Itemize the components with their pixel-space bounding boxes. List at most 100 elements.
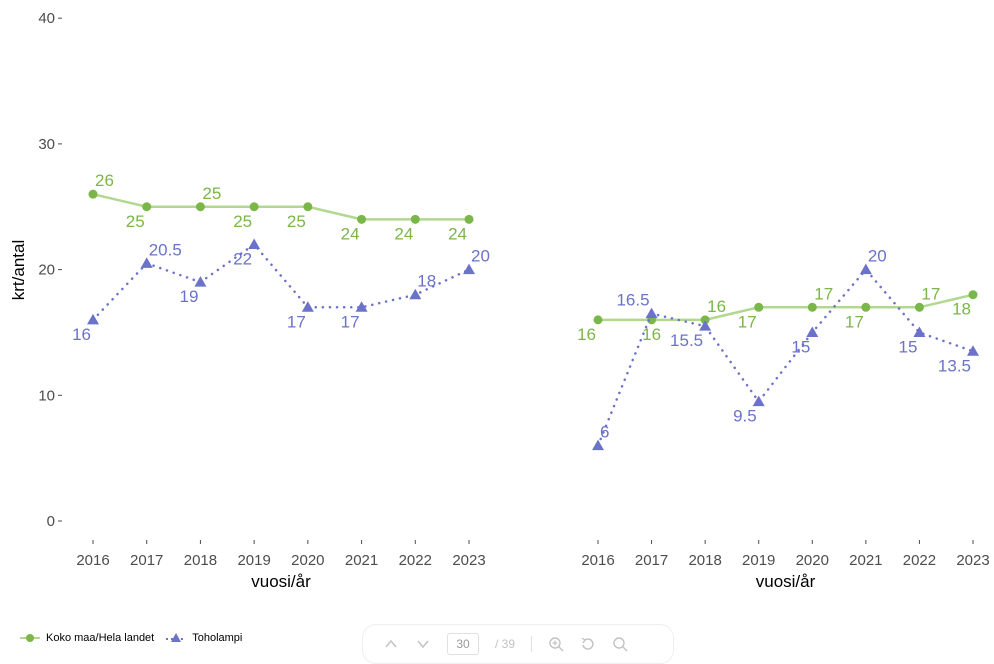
series-line-0 [596,293,975,322]
data-label: 15 [899,337,918,356]
chevron-down-icon[interactable] [415,636,431,652]
data-label: 6 [600,423,609,442]
x-tick-label: 2022 [399,552,432,569]
data-label: 17 [738,312,757,331]
data-label: 17 [341,312,360,331]
x-tick-label: 2016 [76,552,109,569]
data-point [301,301,314,312]
chevron-up-icon[interactable] [383,636,399,652]
data-label: 20.5 [149,240,182,259]
series-line-1 [91,242,471,322]
chart-panel-1: 2016 2017 2018 2019 2020 2021 2022 2023vuosi/år… [72,171,490,591]
rotate-icon[interactable] [580,636,596,652]
y-tick-label: 40 [38,10,55,27]
data-label: 17 [845,312,864,331]
data-label: 15 [791,337,810,356]
data-point [913,326,926,337]
x-tick-label: 2022 [903,552,936,569]
x-tick-label: 2021 [345,552,378,569]
data-point [968,290,978,300]
data-point [914,302,924,312]
data-point [592,439,604,451]
data-label: 20 [868,247,887,266]
data-point [967,345,979,356]
data-label: 24 [448,224,467,243]
data-point [463,263,475,275]
data-point [357,214,367,224]
data-label: 17 [814,284,833,303]
data-point [248,238,261,249]
data-label: 18 [952,300,971,319]
legend-label-koko-maa: Koko maa/Hela landet [46,632,155,644]
pager-toolbar: / 39 [362,624,674,664]
data-point [355,301,368,312]
data-label: 16.5 [616,291,649,310]
data-label: 18 [417,272,436,291]
data-label: 16 [707,297,726,316]
data-label: 25 [233,212,252,231]
x-tick-label: 2021 [849,552,882,569]
data-point [464,214,474,224]
search-icon[interactable] [612,636,628,652]
data-point [859,263,872,275]
data-point [194,276,207,287]
data-point [645,307,658,319]
data-label: 25 [287,212,306,231]
total-pages: / 39 [495,637,516,651]
data-point [140,257,153,268]
data-point [303,202,313,212]
data-label: 24 [394,224,413,243]
data-label: 25 [126,212,145,231]
data-point [409,288,422,300]
y-tick-label: 10 [38,387,55,404]
y-axis-title: krt/antal [9,240,28,300]
data-label: 17 [921,284,940,303]
data-point [88,189,98,199]
data-label: 13.5 [938,356,971,375]
data-label: 16 [72,325,91,344]
data-point [410,214,420,224]
data-point [87,313,99,325]
x-tick-label: 2020 [796,552,829,569]
data-point [699,320,712,331]
data-label: 20 [471,247,490,266]
data-label: 17 [287,312,306,331]
x-tick-label: 2023 [452,552,485,569]
blue-triangle-line-icon [166,633,187,642]
data-label: 22 [233,249,252,268]
pager-divider [531,636,533,652]
x-tick-label: 2020 [291,552,324,569]
data-label: 26 [95,171,114,190]
data-point [142,202,152,212]
data-point [593,315,603,325]
page-number-input[interactable] [447,633,479,655]
legend-item-koko-maa: Koko maa/Hela landet [18,632,154,644]
x-tick-label: 2017 [130,552,163,569]
data-label: 19 [180,287,199,306]
data-point [195,202,205,212]
data-point [807,302,817,312]
data-label: 24 [341,224,360,243]
data-point [752,395,765,407]
x-tick-label: 2018 [688,552,721,569]
legend-item-toholampi: Toholampi [164,632,242,644]
green-circle-line-icon [20,634,40,642]
data-label: 9.5 [733,407,757,426]
y-tick-label: 0 [47,513,55,530]
series-line-1 [596,267,975,447]
x-tick-label: 2019 [742,552,775,569]
x-tick-label: 2023 [956,552,989,569]
data-point [700,315,710,325]
data-point [806,326,819,337]
data-label: 16 [577,325,596,344]
data-label: 16 [642,325,661,344]
x-axis-title: vuosi/år [756,572,816,591]
x-tick-label: 2017 [635,552,668,569]
x-tick-label: 2019 [237,552,270,569]
y-tick-label: 20 [38,262,55,279]
data-label: 15.5 [670,331,703,350]
chart-panel-2: 2016 2017 2018 2019 2020 2021 2022 2023vuosi/år… [577,247,990,591]
zoom-in-icon[interactable] [548,636,564,652]
data-point [861,302,871,312]
